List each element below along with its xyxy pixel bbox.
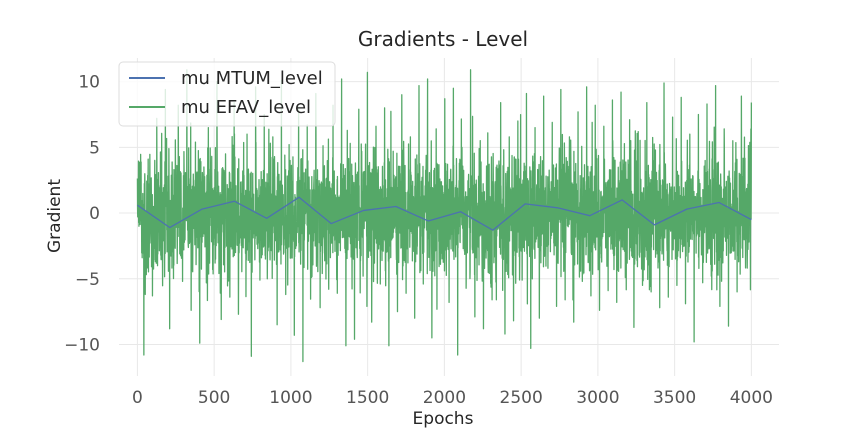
y-tick-label: 5 xyxy=(89,138,100,158)
x-axis-label: Epochs xyxy=(413,409,474,429)
x-tick-label: 3500 xyxy=(653,388,696,408)
x-tick-label: 500 xyxy=(198,388,230,408)
legend: mu MTUM_level mu EFAV_level xyxy=(118,61,336,127)
x-tick-label: 4000 xyxy=(730,388,773,408)
series-line-mtum xyxy=(137,196,752,231)
x-tick-label: 1000 xyxy=(269,388,312,408)
series-layer xyxy=(136,69,753,363)
y-tick-label: 0 xyxy=(89,204,100,224)
legend-frame xyxy=(118,61,336,127)
legend-label-efav: mu EFAV_level xyxy=(181,97,311,118)
chart-title: Gradients - Level xyxy=(358,27,528,51)
y-tick-label: −10 xyxy=(64,335,100,355)
legend-label-mtum: mu MTUM_level xyxy=(181,68,323,89)
x-tick-label: 3000 xyxy=(576,388,619,408)
x-axis-ticks: 0 500 1000 1500 2000 2500 3000 3500 4000 xyxy=(132,388,773,408)
x-tick-label: 2000 xyxy=(423,388,466,408)
x-tick-label: 2500 xyxy=(500,388,543,408)
x-tick-label: 0 xyxy=(132,388,143,408)
x-tick-label: 1500 xyxy=(346,388,389,408)
y-tick-label: −5 xyxy=(75,270,100,290)
y-axis-ticks: −10 −5 0 5 10 xyxy=(64,73,100,356)
y-tick-label: 10 xyxy=(78,73,100,93)
y-axis-label: Gradient xyxy=(45,179,65,253)
